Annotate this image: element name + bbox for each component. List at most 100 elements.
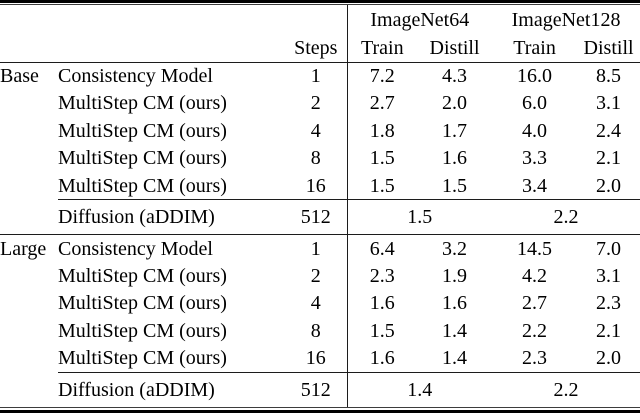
col-header-imagenet64: ImageNet64 bbox=[346, 5, 493, 35]
value-cell: 2.1 bbox=[596, 147, 622, 170]
header-spacer bbox=[0, 35, 285, 63]
group-label-cell bbox=[0, 290, 58, 318]
steps-cell: 2 bbox=[310, 92, 321, 115]
method-cell: MultiStep CM (ours) bbox=[58, 292, 227, 315]
steps-cell: 16 bbox=[305, 174, 326, 197]
steps-cell: 512 bbox=[285, 371, 348, 407]
value-cell: 1.5 bbox=[346, 144, 418, 172]
method-cell: MultiStep CM (ours) bbox=[58, 319, 227, 342]
value-cell: 1.4 bbox=[442, 347, 468, 369]
table-bottom-double-rule bbox=[0, 407, 640, 413]
table-header: ImageNet64 ImageNet128 Steps Train Disti… bbox=[0, 5, 640, 63]
table-row: MultiStep CM (ours) 16 1.6 1.4 2.3 2.0 bbox=[0, 344, 640, 373]
steps-cell: 8 bbox=[310, 319, 321, 342]
table-row: MultiStep CM (ours) 2 2.7 2.0 6.0 3.1 bbox=[0, 89, 640, 118]
value-cell: 16.0 bbox=[517, 65, 553, 87]
col-header-imagenet128: ImageNet128 bbox=[511, 9, 621, 31]
value-cell: 1.5 bbox=[346, 172, 418, 200]
method-cell: Diffusion (aDDIM) bbox=[58, 371, 285, 407]
table-row: MultiStep CM (ours) 8 1.5 1.4 2.2 2.1 bbox=[0, 317, 640, 345]
value-cell: 3.1 bbox=[596, 264, 622, 287]
group-label-cell: Base bbox=[0, 65, 39, 87]
value-cell: 2.4 bbox=[596, 119, 622, 142]
value-cell: 6.0 bbox=[522, 92, 548, 115]
table-row: MultiStep CM (ours) 2 2.3 1.9 4.2 3.1 bbox=[0, 262, 640, 290]
group-label-cell bbox=[0, 372, 58, 407]
table-row: Large Consistency Model 1 6.4 3.2 14.5 7.0 bbox=[0, 234, 640, 262]
steps-cell: 1 bbox=[310, 237, 321, 260]
steps-cell: 8 bbox=[310, 147, 321, 170]
method-cell: Consistency Model bbox=[58, 237, 213, 260]
value-cell: 14.5 bbox=[517, 237, 553, 260]
value-cell: 2.0 bbox=[596, 347, 622, 369]
value-cell: 7.2 bbox=[346, 62, 418, 90]
table-row: MultiStep CM (ours) 4 1.6 1.6 2.7 2.3 bbox=[0, 289, 640, 318]
value-cell: 1.8 bbox=[346, 117, 418, 145]
col-header-train-128: Train bbox=[492, 35, 578, 63]
col-header-train-64: Train bbox=[346, 35, 418, 63]
method-cell: MultiStep CM (ours) bbox=[58, 92, 227, 115]
value-cell: 2.7 bbox=[346, 89, 418, 117]
col-header-distill-128: Distill bbox=[577, 35, 640, 63]
group-label-cell bbox=[0, 317, 58, 345]
value-cell: 2.1 bbox=[596, 319, 622, 342]
col-header-steps: Steps bbox=[285, 35, 348, 63]
steps-cell: 2 bbox=[310, 264, 321, 287]
value-cell: 2.3 bbox=[596, 292, 622, 315]
value-cell-imagenet64: 1.5 bbox=[346, 199, 493, 235]
steps-cell: 16 bbox=[305, 347, 326, 369]
table-body: Base Consistency Model 1 7.2 4.3 16.0 8.5 Multi… bbox=[0, 62, 640, 407]
table-top-double-rule bbox=[0, 0, 640, 5]
value-cell: 4.0 bbox=[522, 119, 548, 142]
method-cell: MultiStep CM (ours) bbox=[58, 347, 227, 369]
value-cell: 2.3 bbox=[346, 262, 418, 290]
header-subcol-row: Steps Train Distill Train Distill bbox=[0, 35, 640, 63]
value-cell-imagenet64: 1.4 bbox=[346, 371, 493, 407]
group-label-cell bbox=[0, 345, 58, 373]
value-cell: 1.6 bbox=[346, 289, 418, 317]
col-header-distill-64: Distill bbox=[417, 35, 493, 63]
value-cell: 2.7 bbox=[522, 292, 548, 315]
value-cell: 2.0 bbox=[596, 174, 622, 197]
diffusion-row: Diffusion (aDDIM) 512 1.4 2.2 bbox=[0, 371, 640, 407]
group-label-cell bbox=[0, 117, 58, 145]
results-table: ImageNet64 ImageNet128 Steps Train Disti… bbox=[0, 5, 640, 407]
value-cell-imagenet128: 2.2 bbox=[492, 371, 640, 407]
steps-cell: 4 bbox=[310, 292, 321, 315]
value-cell: 2.2 bbox=[522, 319, 548, 342]
value-cell: 4.3 bbox=[442, 65, 468, 87]
value-cell: 1.5 bbox=[346, 317, 418, 345]
value-cell: 3.3 bbox=[522, 147, 548, 170]
value-cell: 1.6 bbox=[442, 292, 468, 315]
value-cell: 4.2 bbox=[522, 264, 548, 287]
value-cell: 1.9 bbox=[442, 264, 468, 287]
value-cell: 2.3 bbox=[522, 347, 548, 369]
value-cell: 3.4 bbox=[522, 174, 548, 197]
value-cell: 1.6 bbox=[346, 344, 418, 372]
method-cell: Diffusion (aDDIM) bbox=[58, 199, 285, 235]
diffusion-row: Diffusion (aDDIM) 512 1.5 2.2 bbox=[0, 199, 640, 235]
value-cell: 6.4 bbox=[346, 234, 418, 262]
group-label-cell bbox=[0, 262, 58, 290]
value-cell: 1.5 bbox=[442, 174, 468, 197]
table-row: MultiStep CM (ours) 8 1.5 1.6 3.3 2.1 bbox=[0, 144, 640, 173]
table-row: MultiStep CM (ours) 4 1.8 1.7 4.0 2.4 bbox=[0, 117, 640, 145]
group-label-cell bbox=[0, 90, 58, 118]
group-label-cell: Large bbox=[0, 237, 47, 260]
steps-cell: 512 bbox=[285, 199, 348, 235]
value-cell: 7.0 bbox=[596, 237, 622, 260]
value-cell: 3.2 bbox=[442, 237, 468, 260]
group-label-cell bbox=[0, 199, 58, 235]
method-cell: MultiStep CM (ours) bbox=[58, 174, 227, 197]
steps-cell: 4 bbox=[310, 119, 321, 142]
method-cell: Consistency Model bbox=[58, 65, 213, 87]
group-label-cell bbox=[0, 172, 58, 200]
header-group-row: ImageNet64 ImageNet128 bbox=[0, 5, 640, 35]
value-cell: 1.4 bbox=[442, 319, 468, 342]
header-spacer bbox=[0, 5, 347, 35]
group-label-cell bbox=[0, 145, 58, 173]
table-row: MultiStep CM (ours) 16 1.5 1.5 3.4 2.0 bbox=[0, 172, 640, 200]
value-cell: 8.5 bbox=[596, 65, 622, 87]
value-cell: 1.6 bbox=[442, 147, 468, 170]
